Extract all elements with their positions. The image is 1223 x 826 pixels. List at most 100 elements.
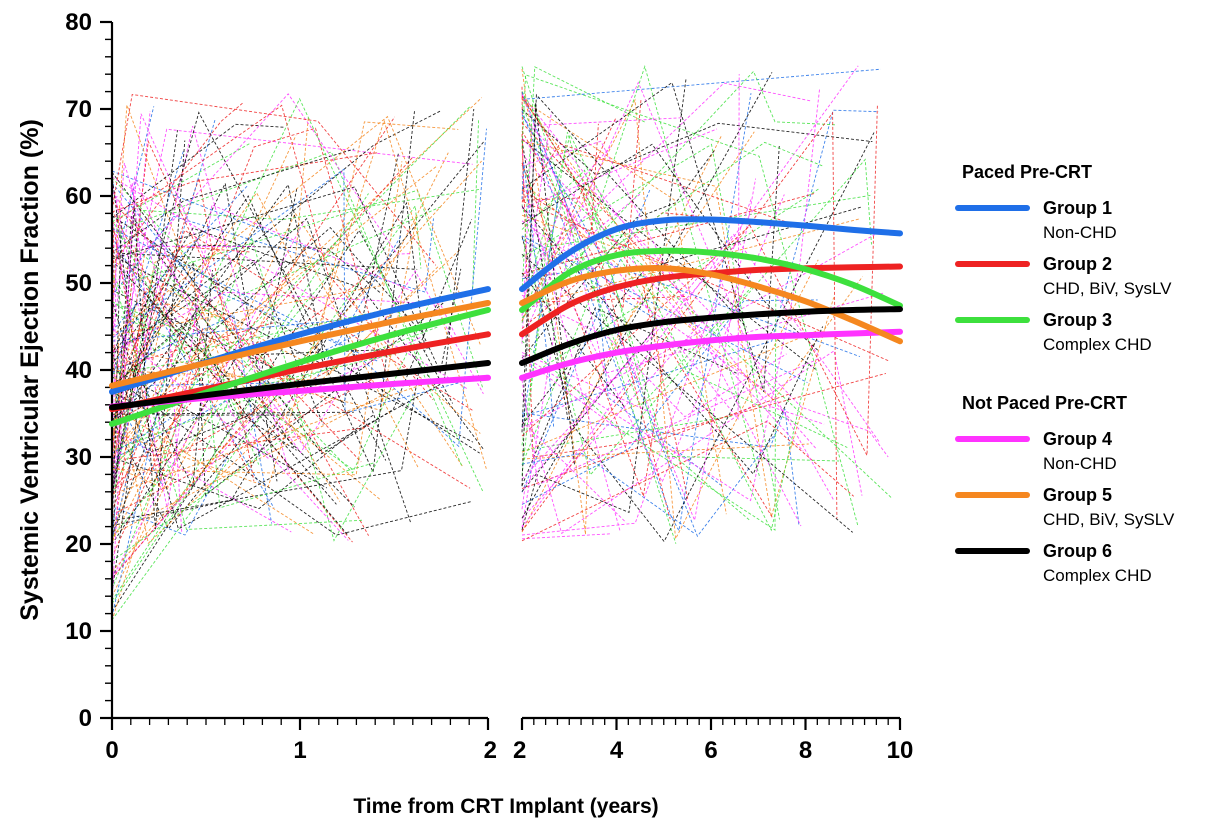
patient-trace-early (111, 187, 298, 454)
patient-trace-early (111, 140, 186, 548)
patient-trace-early (111, 226, 422, 421)
patient-trace-late (521, 236, 575, 423)
patient-trace-early (111, 428, 292, 533)
y-tick-label: 30 (65, 444, 92, 471)
patient-trace-late (521, 143, 806, 230)
patient-trace-early (111, 170, 319, 253)
patient-trace-late (521, 218, 861, 308)
patient-trace-late (521, 220, 817, 450)
patient-trace-early (111, 217, 412, 524)
patient-trace-early (111, 176, 349, 605)
x-tick-label: 10 (887, 737, 914, 764)
patient-trace-early (111, 326, 439, 452)
patient-trace-late (521, 267, 723, 487)
patient-trace-early (111, 106, 155, 278)
patient-trace-early (111, 222, 122, 539)
fit-curve-group-2-early (109, 331, 491, 413)
patient-trace-early (111, 370, 289, 579)
patient-trace-late (521, 111, 838, 532)
fit-curve-group-5-early (109, 300, 491, 389)
patient-trace-early (111, 215, 480, 454)
y-tick-label: 60 (65, 183, 92, 210)
patient-trace-late (521, 86, 890, 362)
legend: Paced Pre-CRT Group 1 Non-CHD Group 2 CHD, B… (945, 145, 1221, 643)
patient-trace-late (521, 117, 682, 344)
patient-trace-late (521, 182, 562, 428)
fit-curve-group-6-early (109, 360, 491, 411)
patient-trace-late (521, 114, 861, 358)
patient-trace-late (521, 112, 552, 316)
patient-trace-early (111, 111, 387, 461)
patient-trace-early (111, 209, 250, 474)
patient-trace-late (521, 212, 698, 329)
patient-trace-early (111, 123, 286, 219)
patient-trace-late (521, 93, 752, 533)
patient-trace-late (521, 198, 885, 375)
patient-trace-early (111, 152, 449, 466)
patient-trace-early (111, 111, 415, 474)
patient-trace-late (521, 357, 821, 486)
patient-trace-early (111, 361, 231, 477)
patient-trace-late (521, 234, 875, 429)
legend-label-group-5: Group 5 (1043, 485, 1112, 505)
legend-background (945, 145, 1221, 643)
patient-trace-early (111, 419, 170, 454)
patient-trace-early (111, 290, 353, 545)
legend-label-group-1: Group 1 (1043, 198, 1112, 218)
patient-trace-early (111, 201, 426, 527)
patient-trace-late (521, 88, 821, 502)
axes: 0 10 20 30 40 50 60 70 80 0 1 2 2 4 6 8 10 (65, 9, 913, 764)
patient-trace-late (521, 70, 836, 319)
patient-trace-early (111, 104, 242, 415)
patient-trace-early (111, 302, 341, 546)
patient-trace-early (111, 246, 252, 396)
patient-trace-early (111, 93, 411, 288)
patient-trace-early (111, 128, 473, 397)
patient-trace-late (521, 94, 825, 425)
fit-curve-group-1-late (519, 216, 903, 293)
patient-trace-early (111, 381, 186, 621)
patient-trace-late (521, 137, 804, 452)
y-tick-label: 20 (65, 531, 92, 558)
legend-label-group-2: Group 2 (1043, 254, 1112, 274)
x-tick-label: 4 (610, 737, 624, 764)
patient-trace-late (521, 98, 819, 541)
fit-curve-group-5-late (519, 265, 903, 345)
patient-trace-early (111, 119, 480, 354)
patient-trace-early (111, 160, 482, 572)
x-axis-title: Time from CRT Implant (years) (353, 795, 658, 818)
patient-trace-early (111, 214, 295, 489)
patient-trace-late (521, 299, 818, 505)
patient-trace-early (111, 97, 484, 492)
patient-trace-early (111, 299, 349, 536)
patient-trace-late (521, 421, 627, 523)
individual-patient-lines (111, 64, 893, 621)
y-tick-label: 40 (65, 357, 92, 384)
patient-trace-late (521, 533, 611, 540)
patient-trace-late (521, 149, 716, 359)
patient-trace-early (111, 301, 376, 509)
patient-trace-early (111, 205, 442, 388)
patient-trace-late (521, 78, 687, 531)
patient-trace-late (521, 199, 752, 536)
patient-trace-early (111, 245, 257, 248)
patient-trace-late (521, 296, 687, 304)
legend-label-group-3: Group 3 (1043, 310, 1112, 330)
x-tick-label: 0 (105, 737, 118, 764)
patient-trace-late (521, 162, 773, 518)
patient-trace-late (521, 214, 672, 268)
patient-trace-early (111, 204, 422, 621)
patient-trace-early (111, 113, 307, 509)
x-tick-label: 2 (513, 737, 526, 764)
patient-trace-late (521, 134, 887, 458)
fit-curve-group-4-late (519, 328, 903, 381)
patient-trace-late (521, 329, 820, 453)
patient-trace-early (111, 204, 413, 510)
patient-trace-late (521, 452, 694, 534)
patient-trace-late (521, 233, 881, 510)
legend-label-group-6: Group 6 (1043, 541, 1112, 561)
legend-label-group-4: Group 4 (1043, 429, 1112, 449)
patient-trace-late (521, 286, 735, 519)
patient-trace-late (521, 98, 695, 328)
